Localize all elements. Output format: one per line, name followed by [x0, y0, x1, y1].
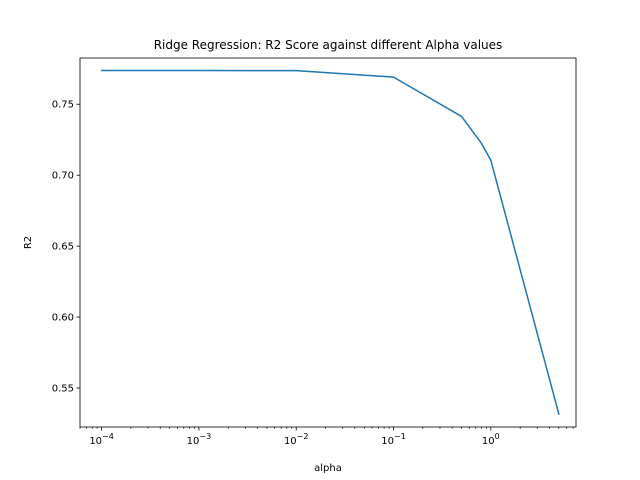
- x-tick-label: 10−3: [187, 432, 212, 447]
- y-tick-label: 0.75: [52, 100, 74, 111]
- x-axis-title: alpha: [314, 463, 342, 474]
- y-tick-label: 0.60: [52, 313, 74, 324]
- y-tick-label: 0.55: [52, 383, 74, 394]
- plot-frame: [79, 57, 577, 428]
- y-tick-label: 0.70: [52, 171, 74, 182]
- y-tick-label: 0.65: [52, 242, 74, 253]
- series-line-0: [100, 69, 560, 416]
- x-tick-label: 10−2: [284, 432, 309, 447]
- chart-title: Ridge Regression: R2 Score against diffe…: [154, 38, 503, 52]
- x-tick-label: 100: [482, 432, 500, 447]
- x-tick-label: 10−4: [89, 432, 114, 447]
- x-tick-label: 10−1: [381, 432, 406, 447]
- y-axis-title: R2: [23, 236, 34, 249]
